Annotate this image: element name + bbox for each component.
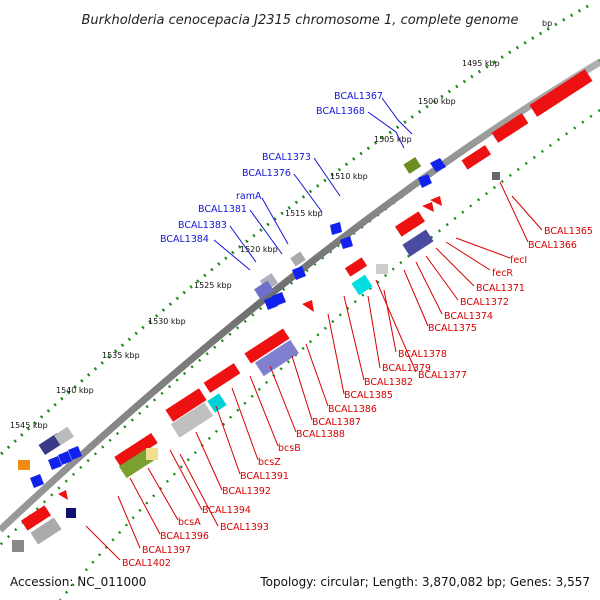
gene-label-forward: BCAL1396 — [160, 531, 209, 542]
gene-label-reverse: BCAL1384 — [160, 234, 209, 245]
forward-strand-guide — [59, 108, 600, 600]
gene-label-forward: BCAL1386 — [328, 404, 377, 415]
gene-label-forward: BCAL1365 — [544, 226, 593, 237]
tick-label: 1535 kbp — [102, 351, 140, 360]
gene-label-reverse: BCAL1376 — [242, 168, 291, 179]
tick-label: 1515 kbp — [285, 209, 323, 218]
tick-label: 1510 kbp — [330, 172, 368, 181]
gene-label-forward: bcsB — [278, 443, 301, 454]
map-title: Burkholderia cenocepacia J2315 chromosom… — [81, 13, 518, 28]
tick-label: 1530 kbp — [148, 317, 186, 326]
gene-label-forward: BCAL1391 — [240, 471, 289, 482]
gene-label-forward: BCAL1382 — [364, 377, 413, 388]
gene-label-forward: BCAL1378 — [398, 349, 447, 360]
tick-label: 1500 kbp — [418, 97, 456, 106]
gene-label-forward: BCAL1371 — [476, 283, 525, 294]
gene-label-forward: BCAL1387 — [312, 417, 361, 428]
gene-label-reverse: ramA — [236, 191, 262, 202]
tick-label: 1495 kbp — [462, 59, 500, 68]
gene-label-forward: BCAL1375 — [428, 323, 477, 334]
gene-label-reverse: BCAL1381 — [198, 204, 247, 215]
tick-label: 1525 kbp — [194, 281, 232, 290]
gene-label-reverse: BCAL1383 — [178, 220, 227, 231]
gene-label-forward: bcsA — [178, 517, 201, 528]
tick-label: bp — [542, 19, 552, 28]
gene-label-forward: BCAL1379 — [382, 363, 431, 374]
gene-label-forward: BCAL1397 — [142, 545, 191, 556]
gene-label-forward: BCAL1393 — [220, 522, 269, 533]
gene-label-reverse: BCAL1368 — [316, 106, 365, 117]
reverse-label-leaders — [213, 97, 413, 271]
chromosome-backbone — [0, 58, 600, 533]
tick-label: 1505 kbp — [374, 135, 412, 144]
gene-label-forward: BCAL1394 — [202, 505, 251, 516]
forward-label-leaders — [85, 181, 543, 561]
gene-label-reverse: BCAL1373 — [262, 152, 311, 163]
tick-label: 1520 kbp — [240, 245, 278, 254]
gene-label-forward: BCAL1392 — [222, 486, 271, 497]
gene-label-forward: fecI — [510, 255, 527, 266]
genome-summary-text: Topology: circular; Length: 3,870,082 bp… — [259, 575, 590, 589]
gene-label-forward: bcsZ — [258, 457, 281, 468]
accession-text: Accession: NC_011000 — [10, 575, 146, 589]
gene-label-forward: BCAL1402 — [122, 558, 171, 569]
tick-label: 1540 kbp — [56, 386, 94, 395]
gene-label-forward: BCAL1374 — [444, 311, 493, 322]
gene-label-forward: fecR — [492, 268, 513, 279]
forward-strand-genes — [12, 69, 593, 552]
tick-label: 1545 kbp — [10, 421, 48, 430]
gene-label-forward: BCAL1385 — [344, 390, 393, 401]
gene-label-forward: BCAL1366 — [528, 240, 577, 251]
reverse-strand-genes — [18, 156, 446, 488]
gene-label-forward: BCAL1372 — [460, 297, 509, 308]
gene-label-reverse: BCAL1367 — [334, 91, 383, 102]
gene-label-forward: BCAL1388 — [296, 429, 345, 440]
gene-label-forward: BCAL1377 — [418, 370, 467, 381]
